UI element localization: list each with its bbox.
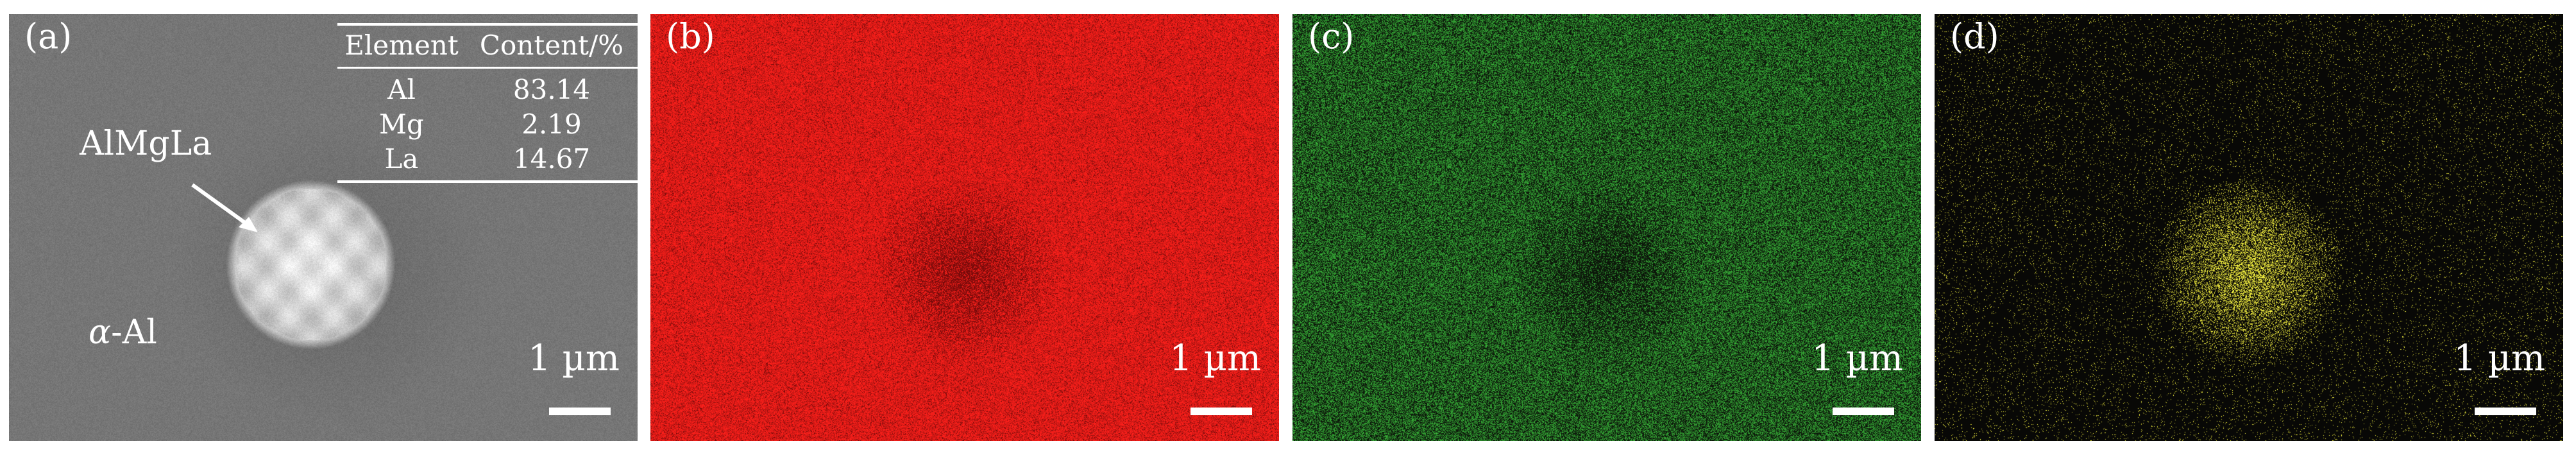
- matrix-suffix: -Al: [111, 313, 157, 352]
- cell-content: 2.19: [521, 108, 582, 140]
- table-row: La 14.67: [337, 142, 638, 176]
- panel-label-c: (c): [1308, 16, 1355, 56]
- table-mid-rule: [337, 67, 638, 69]
- table-header-row: Element Content/%: [337, 28, 638, 63]
- particle-phase-label: AlMgLa: [80, 124, 212, 163]
- pointer-arrow-icon: [191, 183, 258, 232]
- sem-image-panel: (a) Element Content/% Al 83.14 Mg 2.19 L…: [9, 14, 638, 441]
- la-elemental-map: [1935, 14, 2563, 441]
- scale-bar: [2475, 408, 2536, 415]
- table-row: Mg 2.19: [337, 107, 638, 142]
- la-map-panel: (d) 1 µm: [1935, 14, 2563, 441]
- scale-bar: [1833, 408, 1894, 415]
- panel-label-b: (b): [666, 16, 715, 56]
- table-top-rule: [337, 23, 638, 26]
- scale-bar-label: 1 µm: [2453, 338, 2545, 379]
- mg-map-panel: (c) 1 µm: [1292, 14, 1921, 441]
- header-content: Content/%: [479, 30, 624, 61]
- cell-element: Al: [387, 74, 416, 105]
- sem-image: [9, 14, 638, 441]
- composition-table: Element Content/% Al 83.14 Mg 2.19 La 14…: [337, 23, 638, 183]
- scale-bar-label: 1 µm: [1169, 338, 1261, 379]
- table-bottom-rule: [337, 180, 638, 183]
- mg-elemental-map: [1292, 14, 1921, 441]
- al-map-panel: (b) 1 µm: [650, 14, 1279, 441]
- matrix-phase-label: α-Al: [89, 316, 157, 349]
- panel-label-d: (d): [1950, 16, 1999, 56]
- scale-bar-label: 1 µm: [1811, 338, 1903, 379]
- al-elemental-map: [650, 14, 1279, 441]
- cell-content: 14.67: [513, 143, 591, 175]
- scale-bar: [1191, 408, 1252, 415]
- cell-element: Mg: [379, 108, 424, 140]
- cell-content: 83.14: [513, 74, 591, 105]
- alpha-symbol: α: [89, 313, 112, 352]
- header-element: Element: [344, 30, 459, 61]
- table-row: Al 83.14: [337, 73, 638, 107]
- scale-bar: [549, 408, 611, 415]
- panel-label-a: (a): [24, 16, 72, 56]
- scale-bar-label: 1 µm: [528, 338, 620, 379]
- cell-element: La: [384, 143, 419, 175]
